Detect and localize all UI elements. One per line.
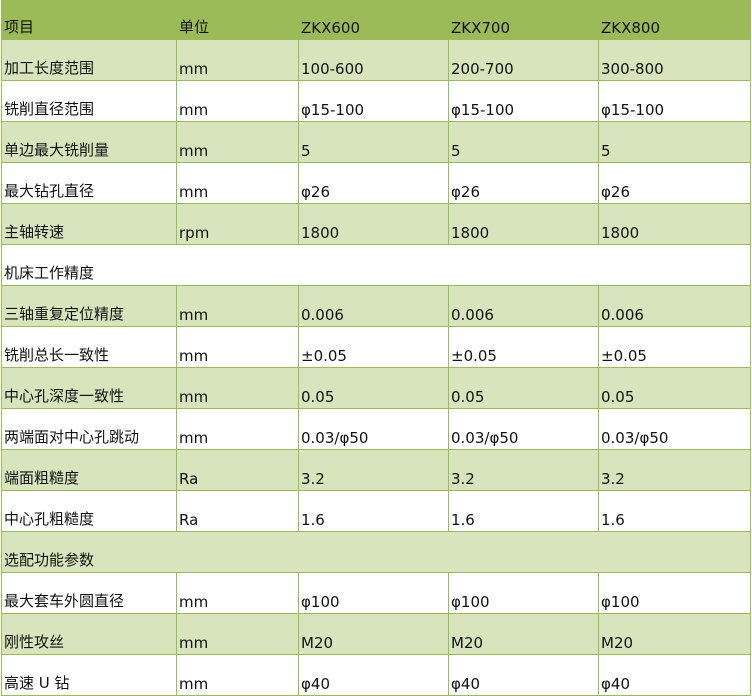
table-row: 高速 U 钻 mm φ40 φ40 φ40 [1, 654, 751, 696]
table-cell: φ40 [598, 654, 751, 696]
table-row: 最大套车外圆直径 mm φ100 φ100 φ100 [1, 572, 751, 614]
table-cell: mm [176, 654, 299, 696]
table-cell: 5 [298, 121, 449, 163]
table-cell: φ100 [598, 572, 751, 614]
table-cell: ±0.05 [448, 326, 599, 368]
table-cell: 0.05 [598, 367, 751, 409]
table-cell: 0.05 [298, 367, 449, 409]
table-cell: 中心孔深度一致性 [1, 367, 177, 409]
table-cell: φ100 [448, 572, 599, 614]
table-cell: 单边最大铣削量 [1, 121, 177, 163]
header-cell: 项目 [1, 0, 177, 40]
table-cell: Ra [176, 449, 299, 491]
table-cell: 主轴转速 [1, 203, 177, 245]
section-row: 选配功能参数 [1, 531, 751, 573]
table-cell: rpm [176, 203, 299, 245]
table-cell: mm [176, 572, 299, 614]
table-row: 最大钻孔直径 mm φ26 φ26 φ26 [1, 162, 751, 204]
table-cell: mm [176, 80, 299, 122]
table-cell: M20 [598, 613, 751, 655]
table-cell: φ15-100 [598, 80, 751, 122]
table-cell: φ26 [598, 162, 751, 204]
table-row: 单边最大铣削量 mm 5 5 5 [1, 121, 751, 163]
table-cell: 5 [598, 121, 751, 163]
table-cell: 0.03/φ50 [598, 408, 751, 450]
table-cell: 高速 U 钻 [1, 654, 177, 696]
table-row: 中心孔粗糙度 Ra 1.6 1.6 1.6 [1, 490, 751, 532]
table-row: 铣削直径范围 mm φ15-100 φ15-100 φ15-100 [1, 80, 751, 122]
table-cell: φ26 [298, 162, 449, 204]
table-cell: 1800 [448, 203, 599, 245]
table-cell: mm [176, 326, 299, 368]
table-cell: mm [176, 367, 299, 409]
table-cell: mm [176, 285, 299, 327]
section-label: 机床工作精度 [1, 244, 751, 286]
table-cell: 1.6 [598, 490, 751, 532]
table-cell: 3.2 [598, 449, 751, 491]
section-row: 机床工作精度 [1, 244, 751, 286]
table-cell: 1.6 [448, 490, 599, 532]
table-cell: 1800 [298, 203, 449, 245]
table-cell: φ40 [298, 654, 449, 696]
table-cell: 3.2 [448, 449, 599, 491]
table-cell: 0.05 [448, 367, 599, 409]
table-cell: 最大钻孔直径 [1, 162, 177, 204]
table-cell: ±0.05 [298, 326, 449, 368]
table-row: 铣削总长一致性 mm ±0.05 ±0.05 ±0.05 [1, 326, 751, 368]
table-cell: 三轴重复定位精度 [1, 285, 177, 327]
table-cell: 最大套车外圆直径 [1, 572, 177, 614]
table-cell: 中心孔粗糙度 [1, 490, 177, 532]
table-cell: mm [176, 408, 299, 450]
table-cell: mm [176, 613, 299, 655]
table-cell: 0.006 [448, 285, 599, 327]
table-cell: mm [176, 39, 299, 81]
table-cell: 两端面对中心孔跳动 [1, 408, 177, 450]
table-cell: 1.6 [298, 490, 449, 532]
table-cell: 3.2 [298, 449, 449, 491]
table-cell: 0.03/φ50 [448, 408, 599, 450]
table-cell: ±0.05 [598, 326, 751, 368]
table-cell: 300-800 [598, 39, 751, 81]
table-row: 端面粗糙度 Ra 3.2 3.2 3.2 [1, 449, 751, 491]
table-cell: 5 [448, 121, 599, 163]
table-cell: 加工长度范围 [1, 39, 177, 81]
table-cell: M20 [448, 613, 599, 655]
table-cell: 铣削总长一致性 [1, 326, 177, 368]
table-row: 加工长度范围 mm 100-600 200-700 300-800 [1, 39, 751, 81]
section-label: 选配功能参数 [1, 531, 751, 573]
table-cell: 0.006 [598, 285, 751, 327]
table-cell: φ100 [298, 572, 449, 614]
header-cell: 单位 [176, 0, 299, 40]
table-cell: mm [176, 121, 299, 163]
table-row: 主轴转速 rpm 1800 1800 1800 [1, 203, 751, 245]
table-cell: φ26 [448, 162, 599, 204]
header-cell: ZKX700 [448, 0, 599, 40]
table-cell: 200-700 [448, 39, 599, 81]
table-cell: 0.006 [298, 285, 449, 327]
table-cell: φ15-100 [298, 80, 449, 122]
table-cell: 100-600 [298, 39, 449, 81]
table-cell: φ40 [448, 654, 599, 696]
table-cell: 0.03/φ50 [298, 408, 449, 450]
table-cell: φ15-100 [448, 80, 599, 122]
table-cell: 1800 [598, 203, 751, 245]
table-row: 刚性攻丝 mm M20 M20 M20 [1, 613, 751, 655]
table-row: 两端面对中心孔跳动 mm 0.03/φ50 0.03/φ50 0.03/φ50 [1, 408, 751, 450]
table-cell: 铣削直径范围 [1, 80, 177, 122]
table-row: 三轴重复定位精度 mm 0.006 0.006 0.006 [1, 285, 751, 327]
header-cell: ZKX800 [598, 0, 751, 40]
table-header-row: 项目 单位 ZKX600 ZKX700 ZKX800 [1, 0, 751, 40]
table-cell: M20 [298, 613, 449, 655]
table-cell: 端面粗糙度 [1, 449, 177, 491]
table-cell: 刚性攻丝 [1, 613, 177, 655]
table-row: 中心孔深度一致性 mm 0.05 0.05 0.05 [1, 367, 751, 409]
header-cell: ZKX600 [298, 0, 449, 40]
table-cell: Ra [176, 490, 299, 532]
table-cell: mm [176, 162, 299, 204]
